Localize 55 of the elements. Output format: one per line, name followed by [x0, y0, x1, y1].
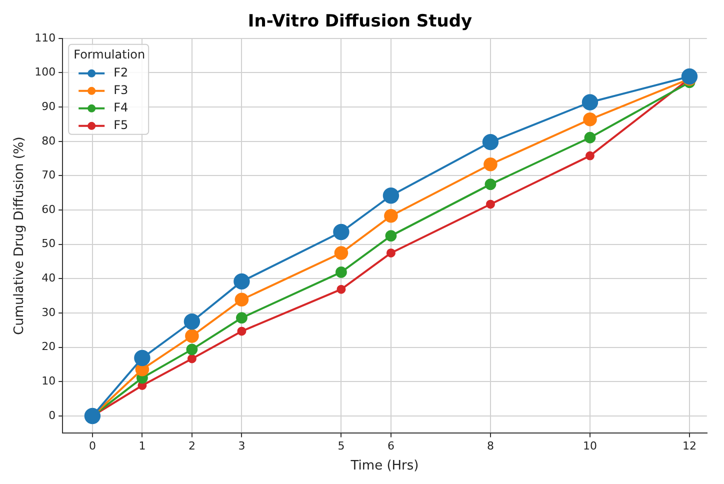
- x-tick-label: 12: [682, 440, 696, 453]
- point: [184, 314, 200, 330]
- point: [185, 329, 199, 343]
- x-tick-label: 2: [188, 440, 196, 453]
- x-tick-label: 5: [338, 440, 345, 453]
- point: [333, 224, 350, 240]
- y-tick-label: 10: [42, 374, 56, 388]
- legend-title: Formulation: [74, 48, 146, 62]
- point: [486, 200, 495, 209]
- y-tick-label: 20: [42, 340, 56, 354]
- x-tick-label: 10: [582, 440, 597, 453]
- point: [336, 284, 346, 294]
- point: [234, 292, 249, 307]
- legend-label: F3: [114, 83, 128, 98]
- y-tick-label: 90: [42, 100, 56, 113]
- legend-label: F4: [114, 100, 128, 115]
- y-tick-label: 100: [34, 66, 56, 79]
- legend-label: F2: [114, 66, 128, 80]
- x-tick-label: 3: [238, 440, 246, 453]
- point: [334, 246, 348, 260]
- point: [584, 132, 596, 144]
- point: [234, 273, 250, 290]
- point: [585, 151, 594, 160]
- point: [681, 68, 698, 85]
- point: [484, 178, 496, 190]
- x-tick-label: 0: [88, 440, 96, 453]
- x-tick-label: 6: [387, 440, 394, 453]
- point: [384, 208, 398, 223]
- point: [236, 312, 248, 324]
- point: [582, 94, 598, 110]
- y-tick-label: 80: [42, 134, 56, 148]
- point: [386, 248, 396, 258]
- point: [237, 326, 246, 336]
- point: [482, 134, 499, 150]
- x-tick-label: 8: [486, 440, 494, 453]
- y-tick-label: 110: [34, 31, 56, 44]
- point: [583, 112, 597, 126]
- chart-title: In-Vitro Diffusion Study: [248, 12, 472, 32]
- y-tick-label: 70: [42, 168, 56, 182]
- y-tick-label: 0: [48, 408, 56, 422]
- point: [134, 350, 150, 366]
- y-tick-label: 40: [42, 272, 56, 285]
- point: [187, 354, 196, 364]
- y-tick-label: 60: [42, 202, 56, 216]
- y-axis-title: Cumulative Drug Diffusion (%): [12, 136, 28, 335]
- x-tick-label: 1: [138, 440, 146, 453]
- point: [385, 230, 397, 242]
- point: [336, 266, 347, 278]
- point: [186, 344, 198, 356]
- y-tick-label: 50: [42, 237, 56, 250]
- y-tick-label: 30: [42, 306, 56, 319]
- legend-label: F5: [114, 118, 128, 132]
- x-axis-title: Time (Hrs): [350, 458, 419, 474]
- point: [382, 188, 400, 204]
- point: [484, 157, 498, 172]
